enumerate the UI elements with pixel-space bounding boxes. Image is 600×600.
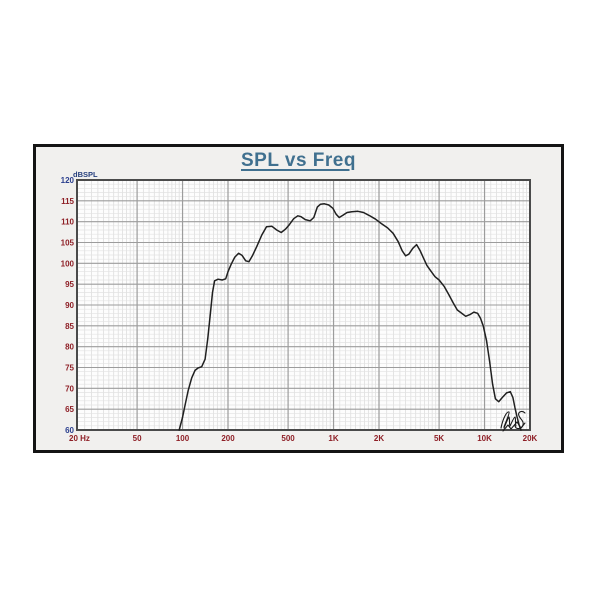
- x-tick-label: 20K: [523, 434, 538, 443]
- y-tick-label: 70: [65, 384, 74, 393]
- y-tick-label: 60: [65, 426, 74, 435]
- lms-logo-m-stroke: [503, 416, 517, 429]
- plot-page-frame: SPL vs Freq dBSPL 120 115 110 105 100 95 90 85 80…: [33, 144, 564, 453]
- lms-logo: [500, 411, 526, 432]
- x-tick-label: 10K: [477, 434, 492, 443]
- y-tick-label: 110: [61, 218, 74, 227]
- plot-border: [76, 179, 531, 431]
- chart-title: SPL vs Freq: [241, 150, 356, 171]
- lms-logo-l-stroke: [500, 411, 510, 429]
- y-tick-label: 75: [65, 364, 74, 373]
- y-tick-label: 95: [65, 280, 74, 289]
- x-tick-label: 100: [176, 434, 190, 443]
- lms-logo-s-stroke: [514, 411, 526, 430]
- x-tick-label: 2K: [374, 434, 384, 443]
- y-axis-unit-label: dBSPL: [73, 170, 98, 179]
- x-tick-label: 50: [133, 434, 142, 443]
- y-tick-label: 105: [61, 239, 75, 248]
- x-tick-label: 20 Hz: [69, 434, 90, 443]
- y-tick-label: 65: [65, 405, 74, 414]
- y-tick-label: 85: [65, 322, 74, 331]
- y-tick-label: 120: [61, 176, 75, 185]
- x-tick-label: 5K: [434, 434, 444, 443]
- y-tick-label: 115: [61, 197, 74, 206]
- x-tick-label: 200: [221, 434, 235, 443]
- y-tick-label: 90: [65, 301, 74, 310]
- x-tick-label: 1K: [328, 434, 338, 443]
- y-tick-label: 100: [61, 259, 75, 268]
- spl-curve: [178, 203, 522, 431]
- lms-logo-swoosh: [502, 421, 526, 432]
- y-tick-label: 80: [65, 343, 74, 352]
- x-tick-label: 500: [281, 434, 295, 443]
